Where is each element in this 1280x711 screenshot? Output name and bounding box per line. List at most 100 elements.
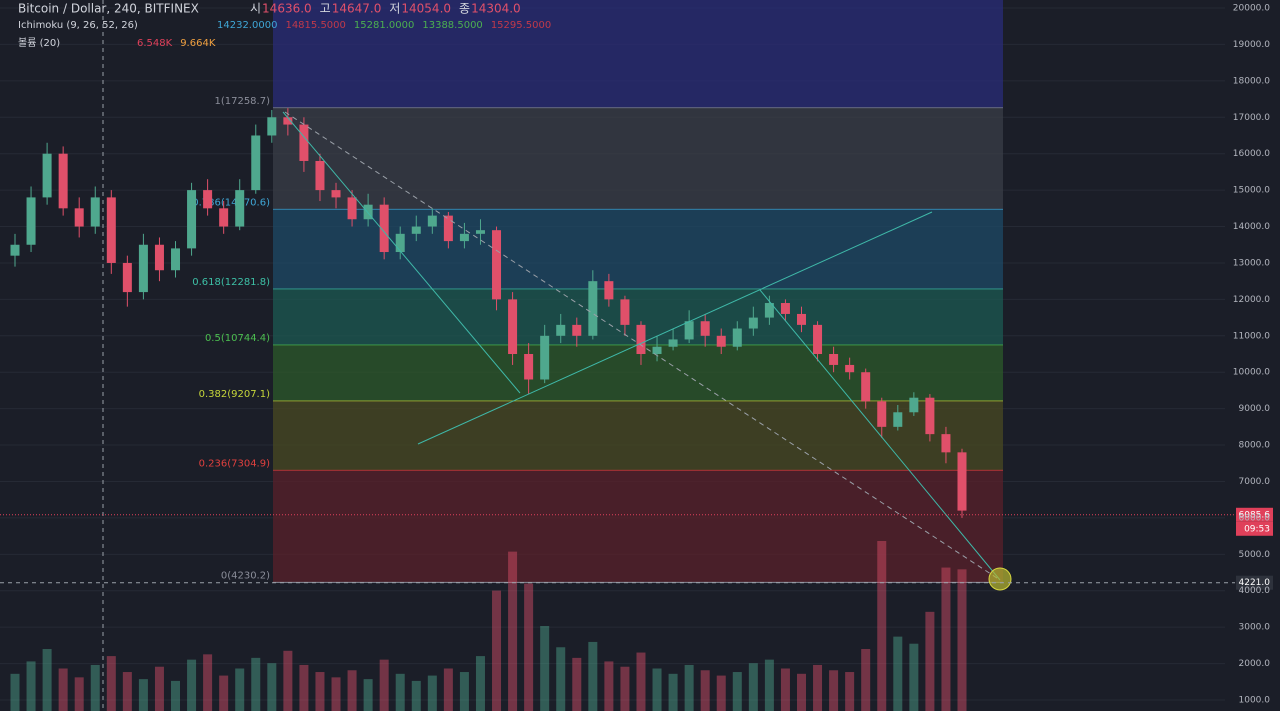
- indicator-value: 14815.5000: [285, 20, 345, 31]
- y-tick-label: 19000.0: [1233, 40, 1270, 50]
- candle-body: [732, 328, 742, 347]
- candle-body: [267, 117, 277, 136]
- indicator-value: 15295.5000: [491, 20, 551, 31]
- ohlc-key: 저: [389, 2, 400, 16]
- volume-bar: [604, 661, 614, 711]
- fib-zone: [273, 0, 1003, 108]
- candle-body: [636, 324, 646, 355]
- price-badge: [1236, 507, 1273, 522]
- volume-bar: [684, 664, 694, 711]
- candle-body: [877, 401, 887, 427]
- candle-body: [684, 321, 694, 340]
- y-tick-label: 11000.0: [1233, 331, 1270, 341]
- volume-bar: [347, 670, 357, 711]
- volume-bar: [652, 668, 662, 711]
- candle-body: [909, 397, 919, 413]
- volume-bar: [331, 677, 341, 711]
- candle-body: [443, 215, 453, 242]
- volume-bar: [475, 656, 485, 711]
- y-tick-label: 4000.0: [1239, 586, 1271, 596]
- y-tick-label: 16000.0: [1233, 149, 1270, 159]
- candle-body: [122, 262, 132, 293]
- volume-bar: [315, 672, 325, 711]
- volume-bar: [957, 569, 967, 711]
- y-tick-label: 6000.0: [1239, 513, 1271, 523]
- candle-body: [219, 208, 229, 227]
- countdown-label: 09:53: [1244, 524, 1270, 534]
- ohlc-value: 14054.0: [401, 2, 451, 16]
- volume-bar: [10, 673, 20, 711]
- volume-bar: [171, 680, 181, 711]
- candle-body: [427, 215, 437, 227]
- indicator-name: Ichimoku (9, 26, 52, 26): [18, 20, 138, 31]
- volume-bar: [845, 672, 855, 711]
- volume-bar: [122, 672, 132, 711]
- volume-pane: [10, 541, 967, 711]
- candle-body: [845, 364, 855, 373]
- fib-zones: 1(17258.7) 0.786(14470.6) 0.618(12281.8) 0.…: [192, 0, 1003, 583]
- volume-bar: [780, 668, 790, 711]
- candle-body: [331, 190, 341, 198]
- ohlc-key: 시: [250, 2, 261, 16]
- fib-zone: [273, 209, 1003, 290]
- indicator-value: 6.548K: [137, 38, 173, 49]
- y-tick-label: 9000.0: [1239, 404, 1271, 414]
- volume-bar: [443, 668, 453, 711]
- fib-label: 0.786(14470.6): [192, 197, 270, 208]
- chart-title: Bitcoin / Dollar, 240, BITFINEX: [18, 2, 199, 16]
- candle-body: [187, 190, 197, 249]
- candle-body: [813, 324, 823, 355]
- candle-body: [395, 233, 405, 253]
- candle-body: [283, 117, 293, 125]
- candle-body: [796, 313, 806, 325]
- y-tick-label: 14000.0: [1233, 222, 1270, 232]
- candle-body: [716, 335, 726, 347]
- volume-bar: [796, 673, 806, 711]
- volume-bar: [877, 541, 887, 711]
- volume-bar: [106, 656, 116, 711]
- candle-body: [700, 321, 710, 336]
- candle-body: [748, 317, 758, 329]
- candle-body: [138, 244, 148, 293]
- y-tick-label: 7000.0: [1239, 477, 1271, 487]
- ohlc-key: 종: [459, 2, 470, 16]
- candle-body: [524, 354, 534, 380]
- volume-bar: [556, 647, 566, 711]
- target-marker[interactable]: [988, 567, 1012, 591]
- volume-bar: [540, 626, 550, 711]
- volume-bar: [427, 675, 437, 711]
- candle-body: [508, 299, 518, 355]
- indicator-value: 14232.0000: [217, 20, 277, 31]
- volume-bar: [861, 649, 871, 711]
- candle-body: [540, 335, 550, 380]
- volume-bar: [395, 673, 405, 711]
- y-tick-label: 18000.0: [1233, 76, 1270, 86]
- trend-line: [417, 211, 933, 445]
- y-tick-label: 10000.0: [1233, 368, 1270, 378]
- candle-body: [459, 233, 469, 242]
- volume-bar: [379, 659, 389, 711]
- indicator-name: 볼륨 (20): [18, 37, 60, 49]
- volume-bar: [58, 668, 68, 711]
- fib-label: 0.236(7304.9): [199, 458, 271, 469]
- volume-bar: [716, 675, 726, 711]
- y-tick-label: 5000.0: [1239, 550, 1271, 560]
- candle-body: [203, 190, 213, 209]
- indicator-value: 15281.0000: [354, 20, 414, 31]
- volume-bar: [187, 659, 197, 711]
- volume-bar: [909, 643, 919, 711]
- volume-bar: [572, 657, 582, 711]
- trend-line: [759, 289, 1001, 581]
- y-axis: 1000.0 2000.0 3000.0 4000.0 5000.0 6000.0 7000…: [1233, 4, 1270, 706]
- ohlc-value: 14647.0: [332, 2, 382, 16]
- y-tick-label: 8000.0: [1239, 441, 1271, 451]
- candle-body: [652, 346, 662, 355]
- volume-bar: [74, 677, 84, 711]
- volume-bar: [219, 675, 229, 711]
- candle-body: [26, 197, 36, 245]
- candle-body: [861, 372, 871, 402]
- volume-bar: [764, 659, 774, 711]
- volume-bar: [138, 679, 148, 711]
- candle-body: [572, 324, 582, 336]
